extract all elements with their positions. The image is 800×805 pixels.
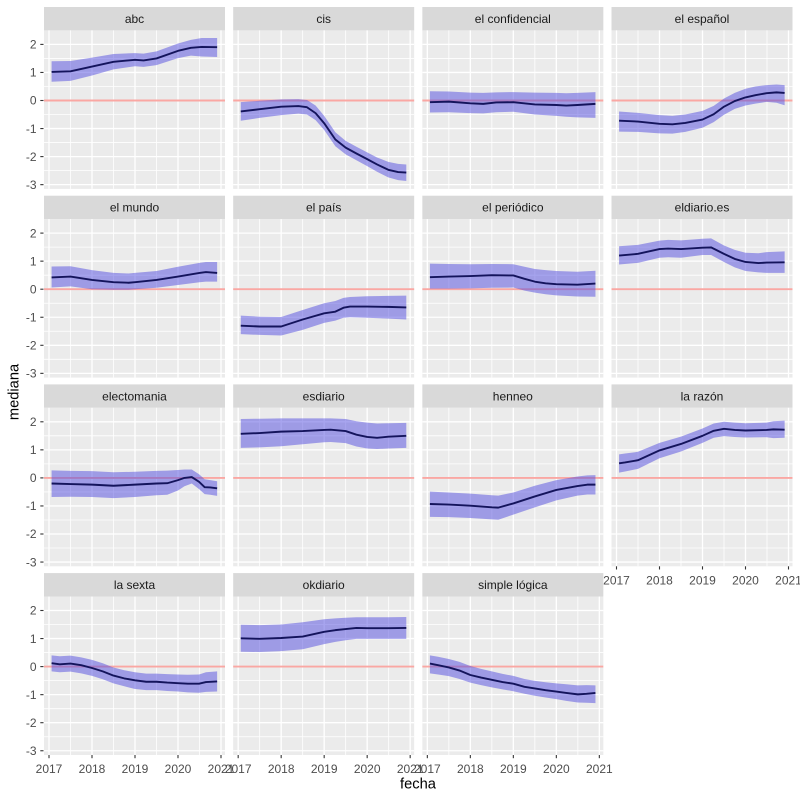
svg-text:esdiario: esdiario	[303, 389, 345, 403]
svg-text:simple lógica: simple lógica	[478, 578, 548, 592]
svg-text:0: 0	[30, 471, 37, 485]
svg-text:el mundo: el mundo	[110, 201, 160, 215]
svg-text:-3: -3	[26, 744, 37, 758]
svg-text:2: 2	[30, 415, 37, 429]
svg-text:fecha: fecha	[400, 777, 437, 793]
svg-text:2018: 2018	[79, 762, 106, 776]
svg-text:2018: 2018	[268, 762, 295, 776]
svg-text:2017: 2017	[603, 573, 630, 587]
svg-text:2020: 2020	[354, 762, 381, 776]
svg-text:1: 1	[30, 66, 37, 80]
svg-text:2017: 2017	[414, 762, 441, 776]
svg-text:2: 2	[30, 226, 37, 240]
svg-text:2017: 2017	[225, 762, 252, 776]
svg-text:1: 1	[30, 443, 37, 457]
svg-text:-1: -1	[26, 499, 37, 513]
svg-text:2019: 2019	[500, 762, 527, 776]
svg-text:abc: abc	[125, 12, 144, 26]
svg-text:-1: -1	[26, 688, 37, 702]
svg-text:-2: -2	[26, 339, 37, 353]
svg-text:2021: 2021	[775, 573, 800, 587]
svg-text:la sexta: la sexta	[114, 578, 156, 592]
svg-text:mediana: mediana	[7, 363, 23, 420]
svg-text:-2: -2	[26, 527, 37, 541]
svg-text:1: 1	[30, 254, 37, 268]
svg-text:-1: -1	[26, 310, 37, 324]
svg-text:2020: 2020	[165, 762, 192, 776]
svg-text:-2: -2	[26, 150, 37, 164]
svg-text:2021: 2021	[586, 762, 613, 776]
svg-text:2020: 2020	[732, 573, 759, 587]
svg-text:-3: -3	[26, 367, 37, 381]
svg-text:2017: 2017	[36, 762, 63, 776]
svg-text:-3: -3	[26, 555, 37, 569]
svg-text:electomania: electomania	[102, 389, 167, 403]
svg-text:2019: 2019	[689, 573, 716, 587]
svg-text:cis: cis	[316, 12, 331, 26]
svg-text:2: 2	[30, 604, 37, 618]
svg-text:-2: -2	[26, 716, 37, 730]
svg-text:-3: -3	[26, 178, 37, 192]
svg-text:okdiario: okdiario	[303, 578, 345, 592]
svg-text:henneo: henneo	[493, 389, 533, 403]
svg-text:0: 0	[30, 660, 37, 674]
svg-text:-1: -1	[26, 122, 37, 136]
svg-text:2018: 2018	[457, 762, 484, 776]
svg-text:el español: el español	[675, 12, 730, 26]
svg-text:0: 0	[30, 282, 37, 296]
svg-text:la razón: la razón	[681, 389, 724, 403]
svg-text:0: 0	[30, 94, 37, 108]
svg-text:el confidencial: el confidencial	[475, 12, 551, 26]
svg-text:2021: 2021	[397, 762, 424, 776]
svg-text:2019: 2019	[122, 762, 149, 776]
svg-text:2020: 2020	[543, 762, 570, 776]
svg-text:2: 2	[30, 38, 37, 52]
svg-text:2018: 2018	[646, 573, 673, 587]
svg-text:el país: el país	[306, 201, 341, 215]
svg-text:2021: 2021	[208, 762, 235, 776]
svg-text:1: 1	[30, 632, 37, 646]
svg-text:2019: 2019	[311, 762, 338, 776]
svg-text:el periódico: el periódico	[482, 201, 544, 215]
svg-text:eldiario.es: eldiario.es	[675, 201, 730, 215]
